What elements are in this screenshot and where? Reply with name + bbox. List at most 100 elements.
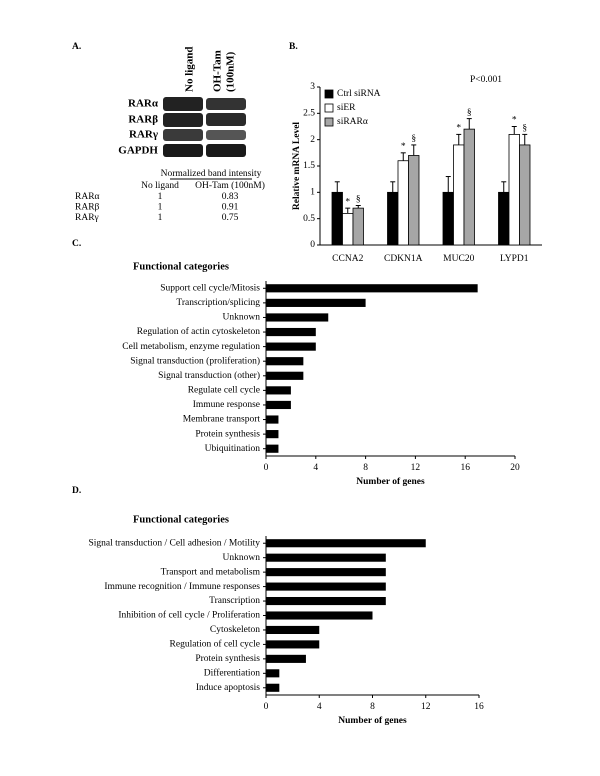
legend-swatch [324, 89, 334, 99]
table-title: Normalized band intensity [161, 169, 262, 179]
x-tick-label: MUC20 [443, 254, 474, 264]
y-tick-label: Membrane transport [183, 415, 261, 425]
table-cell: 1 [158, 203, 163, 213]
y-tick-label: Regulation of actin cytoskeleton [137, 326, 260, 337]
y-tick-label: Differentiation [204, 668, 261, 679]
legend-label: siRARα [337, 117, 368, 127]
y-tick-label: Transcription [209, 596, 260, 606]
bar [498, 191, 510, 246]
x-tick-label: 12 [421, 702, 431, 712]
bar [453, 144, 465, 246]
y-tick-label: 1.5 [303, 161, 315, 171]
y-tick-label: Induce apoptosis [196, 683, 260, 693]
bar [266, 596, 386, 606]
panel-label: D. [72, 486, 81, 496]
bar [266, 582, 386, 591]
bar [266, 683, 280, 692]
bar [266, 357, 304, 366]
significance-marker: * [456, 124, 461, 134]
bar [266, 669, 280, 678]
x-axis-title: Number of genes [338, 716, 407, 726]
x-tick-label: 0 [264, 702, 269, 712]
band [206, 130, 246, 140]
bar [266, 444, 279, 453]
bar [266, 298, 366, 307]
x-tick-label: 8 [370, 702, 375, 712]
blot [163, 97, 246, 157]
chart-title: Functional categories [133, 514, 229, 525]
significance-marker: § [356, 195, 361, 205]
y-tick-label: Ubiquitination [205, 444, 261, 454]
x-tick-label: CDKN1A [384, 254, 423, 264]
legend-swatch [324, 103, 334, 113]
annotation: P<0.001 [470, 75, 502, 85]
table-cell: 0.75 [222, 213, 239, 223]
bar [442, 191, 454, 246]
x-axis-title: Number of genes [356, 477, 425, 487]
band-label: RARα [128, 98, 159, 110]
significance-marker: § [411, 134, 416, 144]
bar [266, 371, 304, 380]
bar [266, 313, 329, 322]
significance-marker: * [345, 197, 350, 207]
y-tick-label: 3 [310, 82, 315, 92]
y-tick-label: Immune recognition / Immune responses [104, 582, 260, 592]
y-tick-label: Regulate cell cycle [188, 386, 260, 396]
y-tick-label: Signal transduction / Cell adhesion / Mo… [88, 538, 260, 548]
bar [266, 342, 316, 351]
column-label: OH-Tam [212, 50, 224, 92]
table-cell: 1 [158, 192, 163, 202]
bar [408, 155, 420, 246]
y-tick-label: Unknown [223, 553, 261, 563]
legend-label: siER [337, 103, 356, 113]
bar [266, 568, 386, 577]
x-tick-label: 16 [474, 702, 484, 712]
y-tick-label: Protein synthesis [195, 429, 260, 439]
x-tick-label: LYPD1 [500, 254, 529, 264]
panel-label: A. [72, 42, 81, 52]
band [206, 113, 246, 126]
y-tick-label: 2.5 [303, 109, 315, 119]
table-cell: 0.83 [222, 192, 239, 202]
y-tick-label: 2 [310, 135, 315, 145]
band [206, 98, 246, 110]
x-tick-label: 4 [313, 463, 318, 473]
band-label: GAPDH [118, 145, 158, 157]
significance-marker: * [512, 116, 517, 126]
bar [352, 207, 364, 246]
bar [266, 553, 386, 562]
table-cell: RARα [75, 192, 100, 202]
y-tick-label: Transport and metabolism [161, 567, 261, 577]
bar [266, 327, 316, 337]
y-tick-label: Signal transduction (other) [158, 370, 260, 381]
y-tick-label: Cytoskeleton [210, 625, 260, 635]
band-label: RARβ [128, 114, 158, 126]
legend-swatch [324, 117, 334, 127]
significance-marker: § [522, 124, 527, 134]
y-tick-label: Inhibition of cell cycle / Proliferation [118, 610, 260, 621]
x-tick-label: CCNA2 [332, 254, 363, 264]
band [163, 113, 203, 127]
legend-label: Ctrl siRNA [337, 89, 381, 99]
bar [266, 611, 373, 620]
table-cell: RARβ [75, 203, 100, 213]
table-cell: 0.91 [222, 203, 239, 213]
table-cell: RARγ [75, 213, 99, 223]
y-tick-label: Transcription/splicing [176, 298, 260, 308]
band [163, 97, 203, 111]
y-tick-label: Protein synthesis [195, 654, 260, 664]
bar [387, 191, 399, 246]
band-label: RARγ [129, 129, 158, 141]
band [163, 144, 203, 157]
bar [266, 430, 279, 439]
y-tick-label: Regulation of cell cycle [170, 639, 260, 650]
bar [266, 400, 291, 410]
y-tick-label: Unknown [223, 313, 261, 323]
bar [342, 212, 354, 246]
bar [266, 640, 320, 649]
y-tick-label: 0.5 [303, 214, 315, 224]
bar [397, 160, 409, 246]
chart-title: Functional categories [133, 261, 229, 272]
y-axis-title: Relative mRNA Level [292, 122, 302, 210]
